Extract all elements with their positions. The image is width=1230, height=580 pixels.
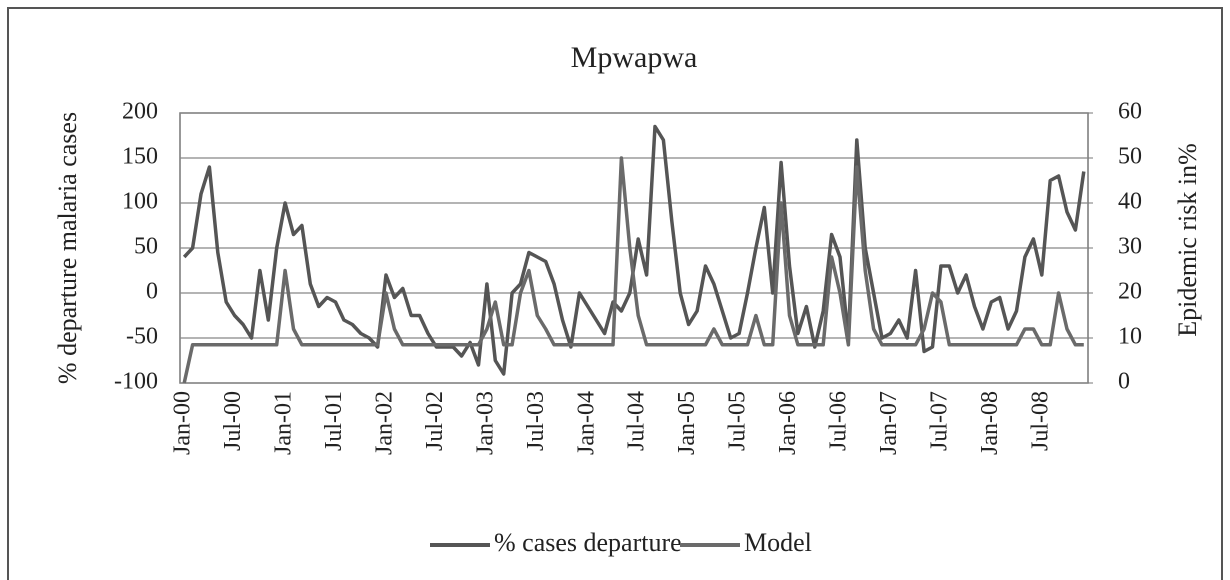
x-tick-label: Jul-02 (422, 391, 448, 451)
x-tick-label: Jan-04 (573, 391, 599, 455)
x-tick-label: Jul-01 (321, 391, 347, 451)
y2-tick-label: 20 (1118, 279, 1142, 305)
x-tick-label: Jul-08 (1027, 391, 1053, 451)
y-tick-label: 0 (146, 279, 158, 305)
x-tick-label: Jul-06 (825, 391, 851, 451)
legend-label: Model (744, 528, 812, 557)
chart-title: Mpwapwa (571, 41, 698, 74)
x-tick-label: Jan-03 (472, 391, 498, 455)
x-tick-label: Jul-00 (220, 391, 246, 451)
y-tick-label: -100 (114, 369, 158, 395)
y2-tick-label: 10 (1118, 324, 1142, 350)
y-axis-label: % departure malaria cases (53, 112, 82, 384)
x-tick-label: Jul-04 (624, 391, 650, 451)
series-line (182, 124, 1086, 376)
x-tick-label: Jan-00 (170, 391, 196, 455)
y-tick-label: 50 (134, 234, 158, 260)
series-line (182, 156, 1084, 384)
y-tick-label: 100 (122, 189, 158, 215)
y2-axis-label: Epidemic risk in% (1173, 143, 1202, 337)
x-tick-label: Jan-01 (271, 391, 297, 455)
x-tick-label: Jan-06 (775, 391, 801, 455)
legend-label: % cases departure (494, 528, 682, 557)
x-tick-label: Jan-08 (977, 391, 1003, 455)
y2-tick-label: 50 (1118, 144, 1142, 170)
x-tick-label: Jul-05 (725, 391, 751, 451)
x-tick-label: Jan-05 (674, 391, 700, 455)
y2-tick-label: 40 (1118, 189, 1142, 215)
x-tick-label: Jan-02 (371, 391, 397, 455)
y-tick-label: 150 (122, 144, 158, 170)
y-tick-label: 200 (122, 99, 158, 125)
y2-tick-label: 60 (1118, 99, 1142, 125)
x-tick-label: Jan-07 (876, 391, 902, 455)
y2-tick-label: 30 (1118, 234, 1142, 260)
y-tick-label: -50 (126, 324, 158, 350)
x-tick-label: Jul-03 (523, 391, 549, 451)
y2-tick-label: 0 (1118, 369, 1130, 395)
x-tick-label: Jul-07 (926, 391, 952, 451)
